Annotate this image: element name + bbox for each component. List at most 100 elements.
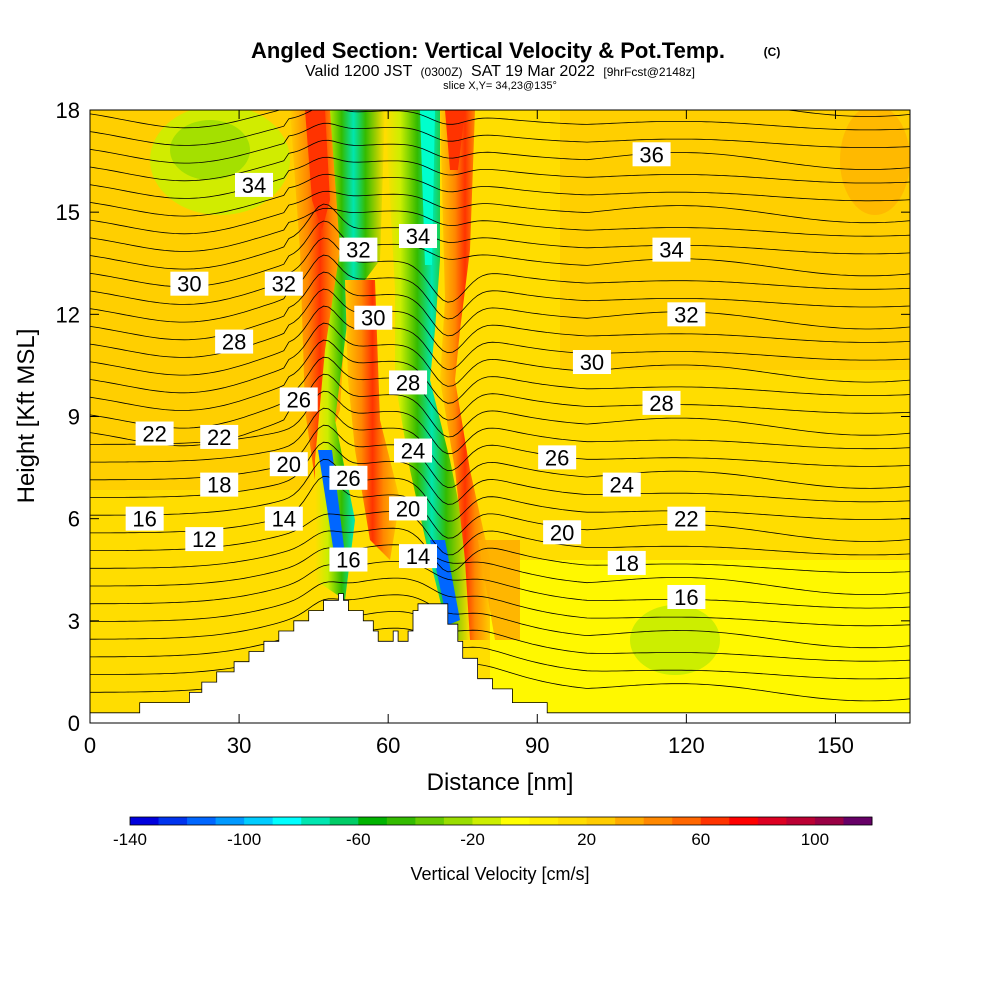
contour-label: 22 — [142, 422, 166, 447]
isentrope-line — [90, 190, 910, 235]
isentrope-line — [90, 122, 910, 164]
colorbar-swatch — [244, 817, 274, 825]
y-tick-label: 9 — [68, 405, 80, 430]
colorbar-tick-label: 20 — [577, 830, 596, 849]
contour-label-box — [135, 421, 174, 446]
colorbar-swatch — [386, 817, 416, 825]
contour-label-box — [399, 544, 437, 569]
colorbar-label: Vertical Velocity [cm/s] — [410, 864, 589, 884]
contour-label-box — [264, 271, 303, 296]
y-tick-label: 18 — [56, 98, 80, 123]
colorbar-swatch — [700, 817, 730, 825]
colorbar-swatch — [187, 817, 217, 825]
colorbar-swatch — [843, 817, 873, 825]
contour-label-box — [394, 438, 433, 463]
isentrope-line — [90, 561, 910, 609]
isentrope-line — [90, 110, 910, 129]
contour-label-box — [215, 329, 254, 354]
contour-label-box — [543, 520, 582, 545]
colorbar-swatch — [529, 817, 559, 825]
contour-label-box — [329, 547, 368, 572]
isentrope-line — [90, 339, 910, 411]
contour-label-box — [389, 370, 428, 395]
contour-label: 20 — [277, 452, 301, 477]
isentrope-line — [90, 407, 910, 472]
isentrope-line — [90, 305, 910, 376]
contour-label: 34 — [242, 173, 266, 198]
contour-label: 14 — [406, 544, 430, 569]
x-tick-label: 150 — [817, 733, 854, 758]
subtitle-date: SAT 19 Mar 2022 — [471, 63, 595, 80]
title-mark: (C) — [764, 45, 781, 59]
contour-label: 34 — [406, 224, 430, 249]
isentrope-line — [90, 511, 910, 556]
colorbar-swatch — [586, 817, 616, 825]
colorbar-swatch — [558, 817, 588, 825]
colorbar-tick-label: -20 — [460, 830, 485, 849]
colorbar-swatch — [672, 817, 702, 825]
contour-label-box — [399, 224, 437, 249]
subtitle-valid-time: Valid 1200 JST — [305, 63, 413, 80]
contour-label: 36 — [639, 142, 663, 167]
contour-label: 24 — [401, 439, 425, 464]
contour-label: 22 — [207, 425, 231, 450]
y-axis-label: Height [Kft MSL] — [13, 329, 40, 504]
contour-label: 22 — [674, 507, 698, 532]
subtitle-forecast: [9hrFcst@2148z] — [603, 65, 695, 79]
contour-label-box — [339, 237, 378, 262]
colorbar-swatch — [615, 817, 645, 825]
isentrope-line — [90, 173, 910, 217]
isentrope-line — [90, 458, 910, 522]
isentrope-line — [90, 544, 910, 595]
x-tick-label: 0 — [84, 733, 96, 758]
contour-label: 16 — [674, 585, 698, 610]
contour-label-box — [200, 424, 239, 449]
x-tick-label: 120 — [668, 733, 705, 758]
contour-label: 32 — [674, 302, 698, 327]
isentrope-line — [90, 527, 910, 573]
contour-label: 24 — [610, 473, 634, 498]
contour-label-box — [632, 142, 671, 167]
contour-label-box — [279, 387, 318, 412]
y-tick-label: 6 — [68, 507, 80, 532]
chart-subtitle: Valid 1200 JST (0300Z) SAT 19 Mar 2022 [… — [305, 63, 695, 80]
colorbar-tick-label: 100 — [801, 830, 829, 849]
contour-label-box — [264, 506, 303, 531]
contour-label-box — [572, 350, 611, 375]
contour-label-box — [235, 172, 273, 197]
updraft-band-middle — [345, 280, 400, 560]
colorbar-tick-label: -140 — [113, 830, 147, 849]
contour-label: 20 — [550, 520, 574, 545]
terrain-layer — [90, 593, 910, 723]
colorbar-swatch — [786, 817, 816, 825]
y-tick-label: 12 — [56, 302, 80, 327]
isentrope-line — [90, 611, 910, 662]
colorbar-swatch — [643, 817, 673, 825]
contour-label-box — [652, 237, 691, 262]
slice-label: slice X,Y= 34,23@135° — [443, 80, 557, 92]
contour-label-box — [200, 472, 239, 497]
contour-label-box — [329, 465, 368, 490]
colorbar-swatch — [757, 817, 787, 825]
field-green-patch-top-left-inner — [170, 120, 250, 180]
contour-label-box — [667, 302, 706, 327]
terrain-outline — [90, 593, 910, 714]
colorbar-swatch — [814, 817, 844, 825]
x-tick-label: 30 — [227, 733, 251, 758]
contour-label-box — [185, 527, 224, 552]
contour-label: 12 — [192, 527, 216, 552]
isentrope-line — [90, 207, 910, 252]
contour-label-box — [389, 496, 428, 521]
contour-label: 32 — [272, 272, 296, 297]
isentrope-line — [90, 237, 910, 305]
colorbar-swatch — [329, 817, 359, 825]
contour-label: 18 — [614, 551, 638, 576]
isentrope-line — [90, 475, 910, 542]
colorbar-frame — [129, 816, 873, 826]
contour-label-box — [602, 472, 641, 497]
field-orange-patch-top-right — [840, 110, 910, 215]
colorbar-swatch — [472, 817, 502, 825]
contour-label-box — [642, 390, 681, 415]
